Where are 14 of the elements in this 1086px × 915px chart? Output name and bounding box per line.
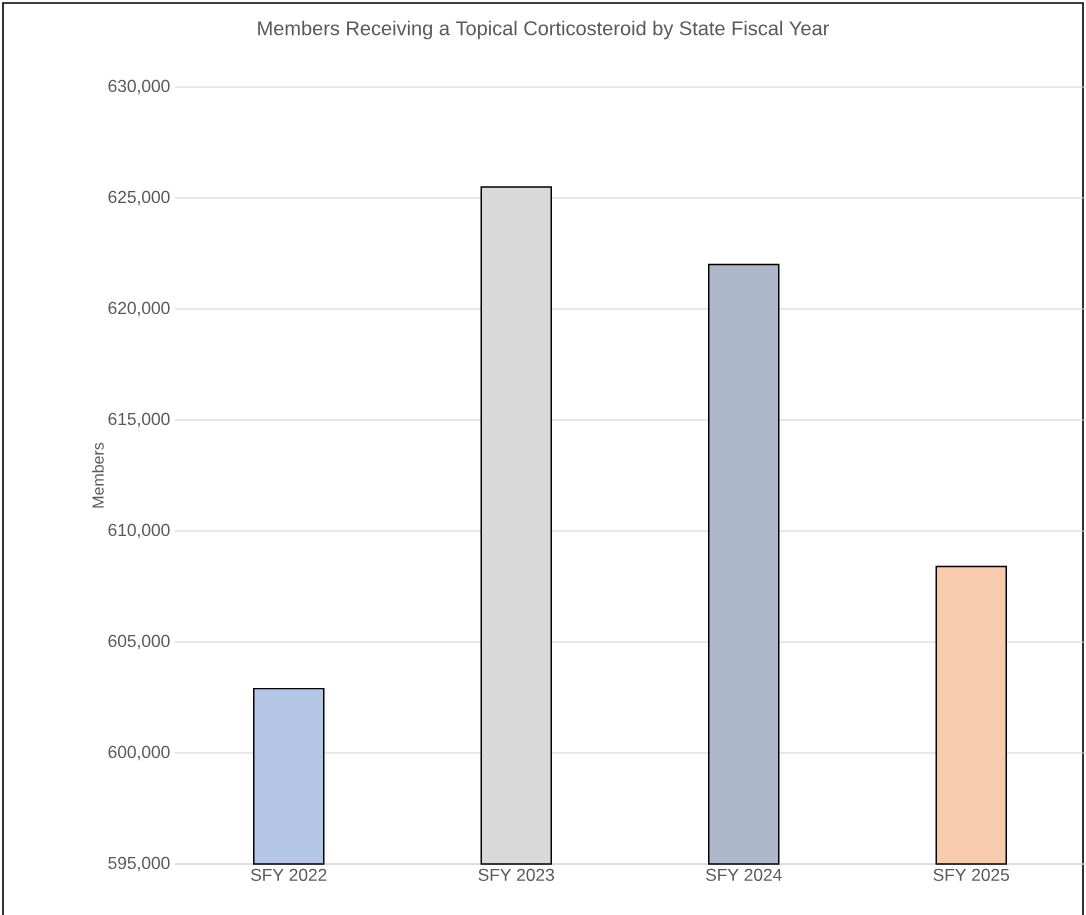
- y-tick-label: 595,000: [108, 856, 170, 872]
- chart-title: Members Receiving a Topical Corticosteroid by State Fiscal Year: [258, 20, 830, 40]
- y-tick-label: 605,000: [108, 634, 170, 650]
- y-tick-label: 600,000: [108, 745, 170, 761]
- y-axis-title: Members: [92, 442, 104, 508]
- y-tick-label: 625,000: [108, 190, 170, 206]
- x-tick-label: SFY 2023: [478, 868, 555, 881]
- y-tick-label: 610,000: [108, 523, 170, 539]
- y-tick-label: 620,000: [108, 301, 170, 317]
- y-tick-label: 615,000: [108, 412, 170, 428]
- x-tick-label: SFY 2024: [706, 868, 782, 881]
- y-tick-label: 630,000: [108, 79, 170, 95]
- x-tick-label: SFY 2025: [933, 868, 1010, 881]
- x-tick-label: SFY 2022: [251, 868, 327, 881]
